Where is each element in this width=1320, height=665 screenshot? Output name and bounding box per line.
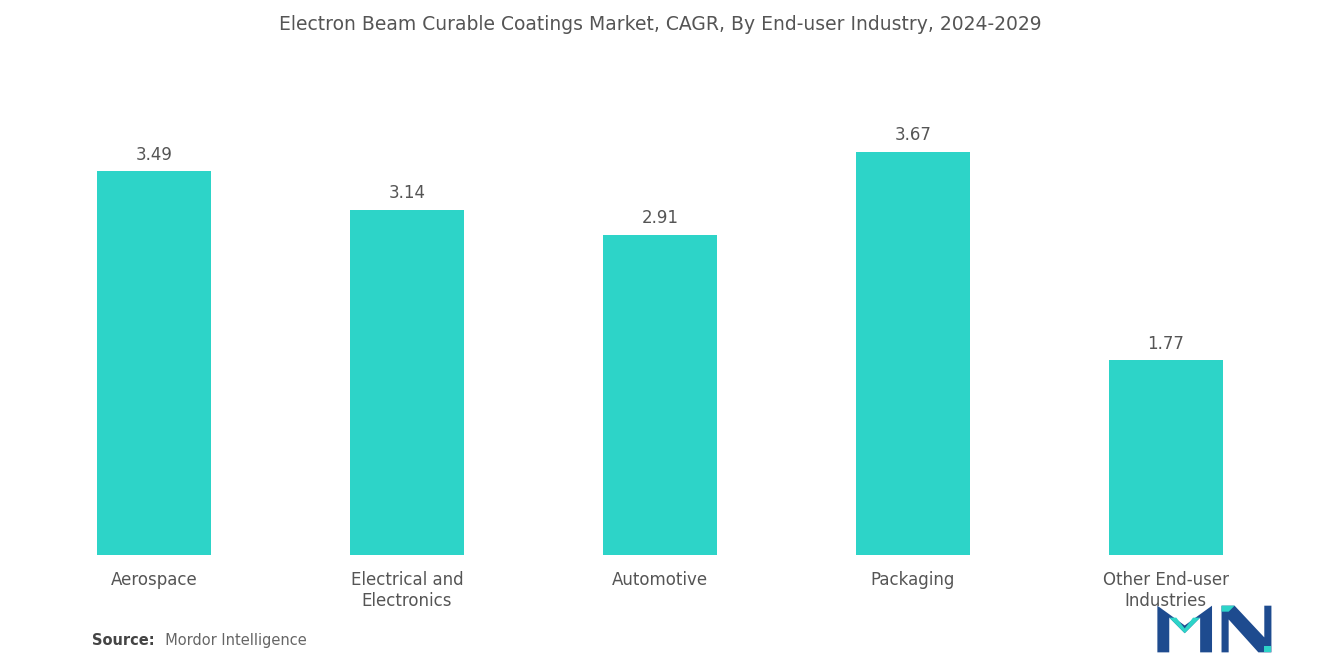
Text: Source:: Source: [92, 633, 154, 648]
Polygon shape [1170, 618, 1200, 633]
Text: 2.91: 2.91 [642, 209, 678, 227]
Text: 1.77: 1.77 [1147, 334, 1184, 352]
Bar [1109, 360, 1222, 555]
Text: 3.14: 3.14 [388, 184, 425, 202]
Polygon shape [1265, 646, 1271, 652]
Polygon shape [1158, 606, 1212, 652]
Bar [98, 172, 211, 555]
Bar [603, 235, 717, 555]
Polygon shape [1221, 606, 1234, 612]
Bar [350, 210, 463, 555]
Text: 3.49: 3.49 [136, 146, 173, 164]
Polygon shape [1221, 606, 1271, 652]
Text: Mordor Intelligence: Mordor Intelligence [156, 633, 306, 648]
Title: Electron Beam Curable Coatings Market, CAGR, By End-user Industry, 2024-2029: Electron Beam Curable Coatings Market, C… [279, 15, 1041, 34]
Bar [857, 152, 970, 555]
Text: 3.67: 3.67 [895, 126, 932, 144]
